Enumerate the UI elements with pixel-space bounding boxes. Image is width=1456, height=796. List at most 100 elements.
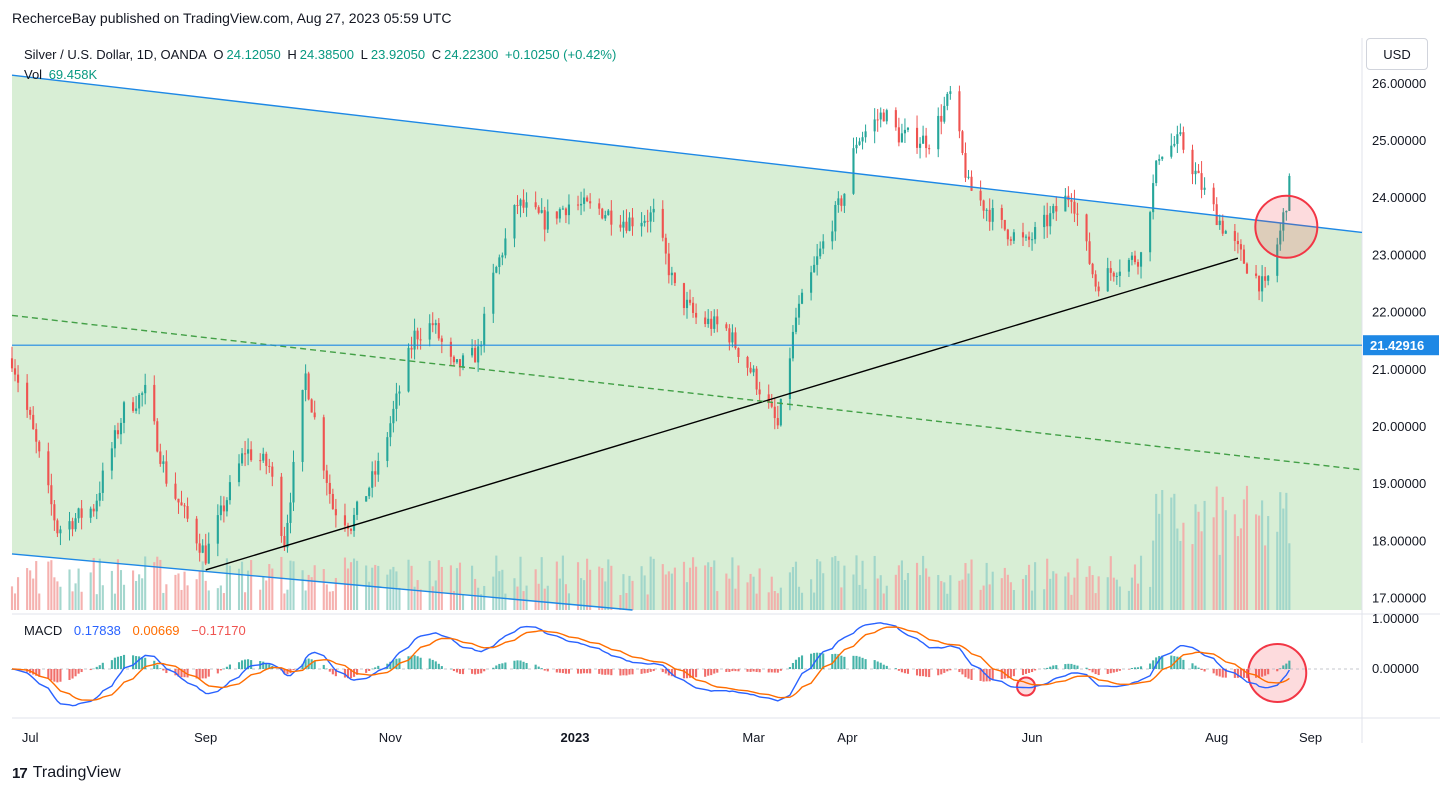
- candle-body: [988, 209, 991, 222]
- volume-bar: [885, 585, 888, 610]
- macd-histogram-bar: [673, 669, 676, 677]
- candle-body: [286, 522, 289, 548]
- candle-body: [1070, 200, 1073, 202]
- close-label: C: [431, 47, 442, 62]
- macd-histogram-bar: [216, 669, 219, 674]
- macd-histogram-bar: [440, 666, 443, 669]
- volume-bar: [940, 581, 943, 610]
- candle-body: [716, 316, 719, 325]
- macd-histogram-bar: [452, 669, 455, 672]
- volume-bar: [1224, 510, 1227, 610]
- macd-histogram-bar: [156, 664, 159, 669]
- macd-histogram-bar: [576, 669, 580, 674]
- macd-histogram-bar: [928, 669, 931, 678]
- candle-body: [840, 198, 843, 206]
- macd-histogram-bar: [292, 669, 295, 670]
- candle-body: [156, 421, 159, 452]
- volume-bar: [707, 562, 710, 610]
- macd-histogram-bar: [1212, 669, 1215, 674]
- volume-bar: [1027, 564, 1031, 610]
- macd-histogram-bar: [92, 668, 95, 670]
- volume-bar: [840, 587, 843, 610]
- candle-body: [495, 266, 498, 273]
- volume-bar: [797, 586, 801, 610]
- candle-body: [1118, 271, 1121, 276]
- candle-body: [670, 272, 673, 276]
- candle-body: [1179, 132, 1182, 135]
- macd-histogram-bar: [1218, 669, 1221, 677]
- candle-body: [1043, 214, 1046, 228]
- macd-histogram-bar: [770, 669, 773, 673]
- macd-histogram-bar: [1070, 663, 1073, 669]
- macd-histogram-bar: [162, 669, 165, 671]
- macd-histogram-bar: [343, 669, 347, 678]
- candle-body: [1176, 134, 1179, 144]
- candle-body: [928, 148, 931, 150]
- candle-body: [589, 201, 592, 204]
- macd-histogram-bar: [1261, 669, 1264, 677]
- candle-body: [625, 221, 628, 231]
- macd-histogram-bar: [1112, 669, 1115, 673]
- currency-button[interactable]: USD: [1366, 38, 1428, 70]
- macd-histogram-bar: [1091, 669, 1094, 673]
- macd-histogram-bar: [1085, 667, 1088, 669]
- macd-histogram-bar: [967, 669, 970, 679]
- macd-histogram-bar: [661, 669, 664, 673]
- volume-bar: [1052, 571, 1055, 610]
- volume-bar: [413, 586, 416, 610]
- price-tick-label: 23.00000: [1372, 247, 1426, 262]
- macd-histogram-bar: [949, 669, 952, 671]
- candle-body: [183, 505, 186, 507]
- candle-body: [35, 429, 38, 442]
- volume-bar: [1264, 545, 1267, 610]
- volume-bar: [598, 566, 601, 610]
- macd-histogram-bar: [77, 669, 80, 674]
- macd-histogram-bar: [237, 662, 241, 669]
- highlight-circle: [1016, 676, 1037, 697]
- macd-histogram-bar: [1097, 669, 1100, 676]
- candle-body: [113, 430, 116, 449]
- candle-body: [101, 470, 104, 493]
- macd-histogram-bar: [416, 656, 419, 669]
- candle-body: [640, 222, 643, 227]
- candle-body: [410, 347, 413, 350]
- volume-bar: [555, 561, 558, 610]
- candle-body: [1276, 244, 1279, 276]
- symbol-label[interactable]: Silver / U.S. Dollar, 1D, OANDA: [24, 47, 207, 62]
- histogram-value: −0.17170: [191, 623, 246, 638]
- candle-body: [1200, 173, 1203, 190]
- macd-histogram-bar: [262, 661, 265, 669]
- macd-histogram-bar: [1052, 665, 1055, 669]
- volume-bar: [59, 586, 62, 610]
- candle-body: [47, 451, 50, 486]
- macd-histogram-bar: [864, 659, 867, 669]
- tradingview-logo[interactable]: 17 TradingView: [12, 764, 121, 782]
- macd-histogram-bar: [431, 659, 434, 669]
- candle-body: [153, 384, 156, 422]
- candle-body: [946, 93, 949, 106]
- candle-body: [56, 520, 59, 534]
- volume-label[interactable]: Vol: [24, 67, 43, 82]
- candle-body: [1152, 183, 1155, 213]
- macd-histogram-bar: [970, 669, 973, 680]
- macd-histogram-bar: [225, 666, 228, 669]
- candle-body: [440, 338, 443, 342]
- volume-bar: [519, 556, 522, 610]
- macd-histogram-bar: [1118, 669, 1121, 671]
- volume-bar: [746, 582, 749, 610]
- macd-histogram-bar: [47, 669, 50, 679]
- volume-bar: [1130, 577, 1134, 610]
- volume-bar: [153, 562, 156, 610]
- volume-bar: [1233, 514, 1236, 610]
- macd-histogram-bar: [198, 669, 201, 680]
- time-tick-label: Mar: [742, 730, 765, 745]
- volume-bar: [407, 559, 410, 610]
- macd-label[interactable]: MACD: [24, 623, 63, 638]
- candle-body: [186, 506, 189, 519]
- candle-body: [534, 202, 537, 208]
- volume-bar: [365, 565, 368, 610]
- macd-histogram-bar: [583, 669, 586, 674]
- macd-histogram-bar: [1236, 669, 1239, 678]
- macd-histogram-bar: [682, 669, 686, 679]
